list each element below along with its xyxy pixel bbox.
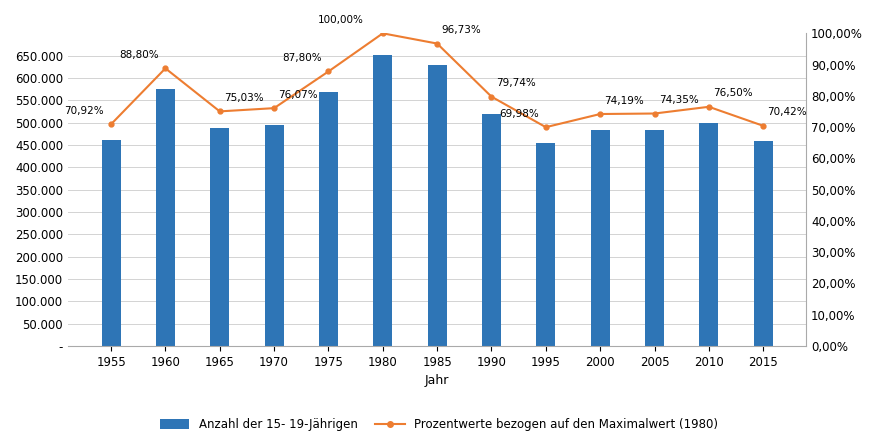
Text: 70,92%: 70,92% [64, 106, 104, 116]
Bar [536, 142, 554, 346]
Prozentwerte bezogen auf den Maximalwert (1980) [486, 94, 496, 99]
Bar [752, 141, 772, 346]
Bar [699, 123, 717, 346]
Prozentwerte bezogen auf den Maximalwert (1980) [595, 111, 605, 117]
Prozentwerte bezogen auf den Maximalwert (1980) [377, 30, 388, 36]
Text: 70,42%: 70,42% [766, 107, 806, 118]
Text: 69,98%: 69,98% [498, 109, 538, 119]
Prozentwerte bezogen auf den Maximalwert (1980) [105, 122, 116, 127]
Text: 76,50%: 76,50% [712, 88, 752, 99]
Text: 79,74%: 79,74% [496, 78, 535, 88]
Prozentwerte bezogen auf den Maximalwert (1980) [757, 123, 767, 129]
Bar [645, 130, 663, 346]
Prozentwerte bezogen auf den Maximalwert (1980) [160, 66, 170, 71]
Bar [481, 114, 501, 346]
Text: 87,80%: 87,80% [282, 53, 321, 63]
Bar [210, 128, 229, 346]
Text: 96,73%: 96,73% [441, 25, 481, 35]
Bar [373, 55, 392, 346]
Text: 75,03%: 75,03% [224, 93, 263, 103]
Bar [590, 130, 609, 346]
Bar [318, 92, 338, 346]
Bar [264, 126, 283, 346]
Prozentwerte bezogen auf den Maximalwert (1980) [268, 106, 279, 111]
Bar [156, 89, 175, 346]
Prozentwerte bezogen auf den Maximalwert (1980) [702, 104, 713, 110]
X-axis label: Jahr: Jahr [424, 374, 449, 387]
Text: 74,35%: 74,35% [658, 95, 697, 105]
Text: 74,19%: 74,19% [603, 95, 644, 106]
Prozentwerte bezogen auf den Maximalwert (1980) [431, 41, 442, 46]
Legend: Anzahl der 15- 19-Jährigen, Prozentwerte bezogen auf den Maximalwert (1980): Anzahl der 15- 19-Jährigen, Prozentwerte… [155, 414, 722, 436]
Text: 88,80%: 88,80% [118, 50, 158, 60]
Bar [427, 65, 446, 346]
Prozentwerte bezogen auf den Maximalwert (1980) [214, 109, 225, 114]
Bar [102, 140, 120, 346]
Text: 100,00%: 100,00% [317, 15, 363, 25]
Prozentwerte bezogen auf den Maximalwert (1980) [323, 69, 333, 74]
Line: Prozentwerte bezogen auf den Maximalwert (1980): Prozentwerte bezogen auf den Maximalwert… [109, 31, 765, 130]
Prozentwerte bezogen auf den Maximalwert (1980) [648, 111, 659, 116]
Text: 76,07%: 76,07% [278, 90, 317, 100]
Prozentwerte bezogen auf den Maximalwert (1980) [540, 125, 551, 130]
